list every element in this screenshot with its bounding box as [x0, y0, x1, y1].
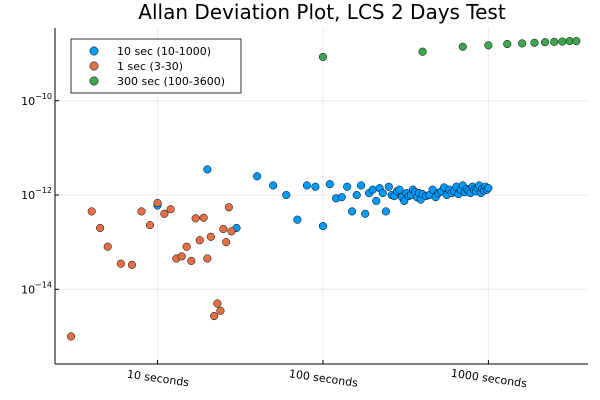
- legend-label: 1 sec (3-30): [117, 60, 183, 73]
- data-point: [199, 213, 208, 222]
- data-point: [227, 227, 236, 236]
- legend-label: 300 sec (100-3600): [117, 75, 225, 88]
- data-point: [187, 256, 196, 265]
- data-point: [203, 254, 212, 263]
- data-point: [302, 181, 311, 190]
- y-tick-base: 10: [21, 189, 35, 202]
- data-point: [103, 242, 112, 251]
- data-point: [558, 37, 567, 46]
- data-point: [325, 180, 334, 189]
- data-point: [282, 190, 291, 200]
- data-point: [530, 38, 539, 47]
- data-point: [160, 209, 169, 218]
- data-point: [458, 42, 467, 51]
- data-point: [518, 39, 527, 48]
- legend-label: 10 sec (10-1000): [117, 45, 211, 58]
- series-1: [66, 198, 236, 341]
- data-point: [127, 260, 136, 269]
- data-point: [224, 203, 233, 212]
- series-2: [318, 37, 581, 62]
- y-tick-exponent: −14: [35, 280, 52, 289]
- data-point: [378, 189, 387, 198]
- data-point: [206, 232, 215, 241]
- data-point: [357, 181, 366, 190]
- y-tick-label: 10−10: [21, 92, 52, 108]
- data-point: [395, 185, 404, 194]
- series-0: [153, 165, 493, 233]
- data-point: [269, 181, 278, 190]
- data-point: [195, 236, 204, 245]
- data-point: [213, 299, 222, 308]
- data-point: [210, 312, 219, 321]
- points-layer: [66, 37, 581, 341]
- y-tick-label: 10−12: [21, 186, 52, 202]
- data-point: [311, 182, 320, 191]
- data-point: [361, 209, 370, 218]
- data-point: [484, 41, 493, 50]
- data-point: [572, 37, 581, 46]
- data-point: [203, 165, 212, 174]
- data-point: [166, 205, 175, 214]
- data-point: [384, 182, 393, 191]
- data-point: [428, 185, 437, 194]
- data-point: [177, 252, 186, 261]
- data-point: [540, 38, 550, 47]
- data-point: [368, 185, 377, 194]
- data-point: [216, 306, 225, 315]
- data-point: [318, 221, 328, 231]
- legend-box: [70, 38, 242, 94]
- data-point: [191, 214, 200, 223]
- data-point: [337, 193, 346, 202]
- y-tick-label: 10−14: [21, 280, 52, 296]
- data-point: [66, 332, 76, 341]
- data-point: [418, 47, 427, 56]
- data-point: [348, 207, 357, 216]
- legend: 10 sec (10-1000) 1 sec (3-30) 300 sec (100…: [70, 38, 242, 94]
- data-point: [343, 182, 352, 191]
- data-point: [222, 238, 231, 247]
- legend-marker: [89, 76, 99, 86]
- data-point: [153, 198, 162, 207]
- data-point: [145, 221, 155, 230]
- y-tick-exponent: −10: [35, 92, 52, 101]
- chart-title: Allan Deviation Plot, LCS 2 Days Test: [138, 0, 506, 24]
- legend-marker: [89, 61, 99, 71]
- legend-marker: [89, 46, 99, 56]
- data-point: [253, 172, 262, 181]
- data-point: [116, 259, 125, 268]
- data-point: [96, 223, 105, 233]
- data-point: [293, 215, 302, 224]
- y-tick-base: 10: [21, 95, 35, 108]
- data-point: [318, 52, 328, 62]
- data-point: [182, 242, 191, 251]
- y-tick-base: 10: [21, 283, 35, 296]
- data-point: [372, 196, 381, 205]
- data-point: [550, 37, 559, 46]
- data-point: [503, 39, 512, 49]
- data-point: [87, 207, 96, 216]
- data-point: [352, 190, 361, 200]
- data-point: [381, 207, 390, 216]
- y-tick-exponent: −12: [35, 186, 52, 195]
- data-point: [484, 184, 493, 193]
- data-point: [137, 207, 146, 216]
- data-point: [219, 224, 228, 234]
